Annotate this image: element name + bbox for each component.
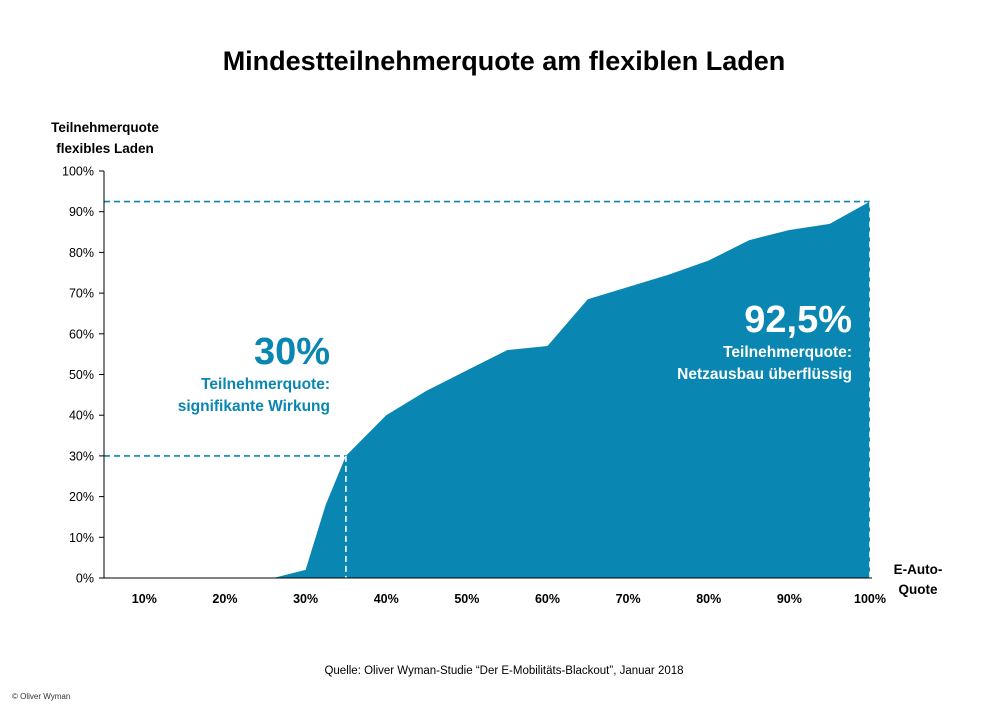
annotation-30-value: 30% [253, 331, 330, 373]
x-tick-label: 10% [132, 592, 157, 606]
y-tick-label: 10% [69, 531, 94, 545]
reference-lines [104, 200, 871, 578]
y-tick-label: 90% [69, 205, 94, 219]
x-tick-label: 30% [293, 592, 318, 606]
y-tick-label: 100% [62, 165, 94, 179]
x-tick-label: 80% [696, 592, 721, 606]
x-tick-label: 60% [535, 592, 560, 606]
x-tick-label: 20% [212, 592, 237, 606]
source-note: Quelle: Oliver Wyman-Studie “Der E-Mobil… [324, 665, 684, 677]
y-tick-labels: 0% 10% 20% 30% 40% 50% 60% 70% 80% 90% 100% [62, 165, 94, 586]
x-tick-label: 70% [616, 592, 641, 606]
y-axis-label: Teilnehmerquote flexibles Laden [30, 117, 180, 159]
x-axis-label: E-Auto-Quote [878, 560, 958, 600]
x-tick-label: 40% [374, 592, 399, 606]
y-axis-label-text: Teilnehmerquote flexibles Laden [51, 120, 159, 156]
y-tick-label: 0% [76, 572, 94, 586]
y-tick-label: 60% [69, 327, 94, 341]
annotation-30-percent: 30% Teilnehmerquote: signifikante Wirkun… [100, 330, 330, 418]
x-tick-label: 100% [854, 592, 886, 606]
x-axis-label-text: E-Auto-Quote [893, 562, 943, 597]
axes [99, 170, 872, 579]
x-tick-labels: 10% 20% 30% 40% 50% 60% 70% 80% 90% 100% [132, 592, 886, 606]
area-layer [104, 201, 870, 578]
annotation-30-line1: Teilnehmerquote: [201, 376, 330, 393]
annotation-30-line2: signifikante Wirkung [177, 398, 330, 415]
y-tick-label: 20% [69, 490, 94, 504]
annotation-92-percent: 92,5% Teilnehmerquote: Netzausbau überfl… [600, 298, 852, 386]
copyright-note: © Oliver Wyman [12, 692, 71, 701]
x-tick-label: 50% [454, 592, 479, 606]
y-tick-label: 50% [69, 368, 94, 382]
y-tick-label: 80% [69, 246, 94, 260]
annotation-92-value: 92,5% [744, 299, 852, 341]
area-series [104, 201, 870, 578]
annotation-92-line2: Netzausbau überflüssig [677, 366, 852, 383]
chart-title: Mindestteilnehmerquote am flexiblen Lade… [222, 46, 786, 76]
y-tick-label: 70% [69, 287, 94, 301]
y-tick-label: 40% [69, 409, 94, 423]
x-tick-label: 90% [777, 592, 802, 606]
y-tick-label: 30% [69, 449, 94, 463]
annotation-92-line1: Teilnehmerquote: [723, 344, 852, 361]
